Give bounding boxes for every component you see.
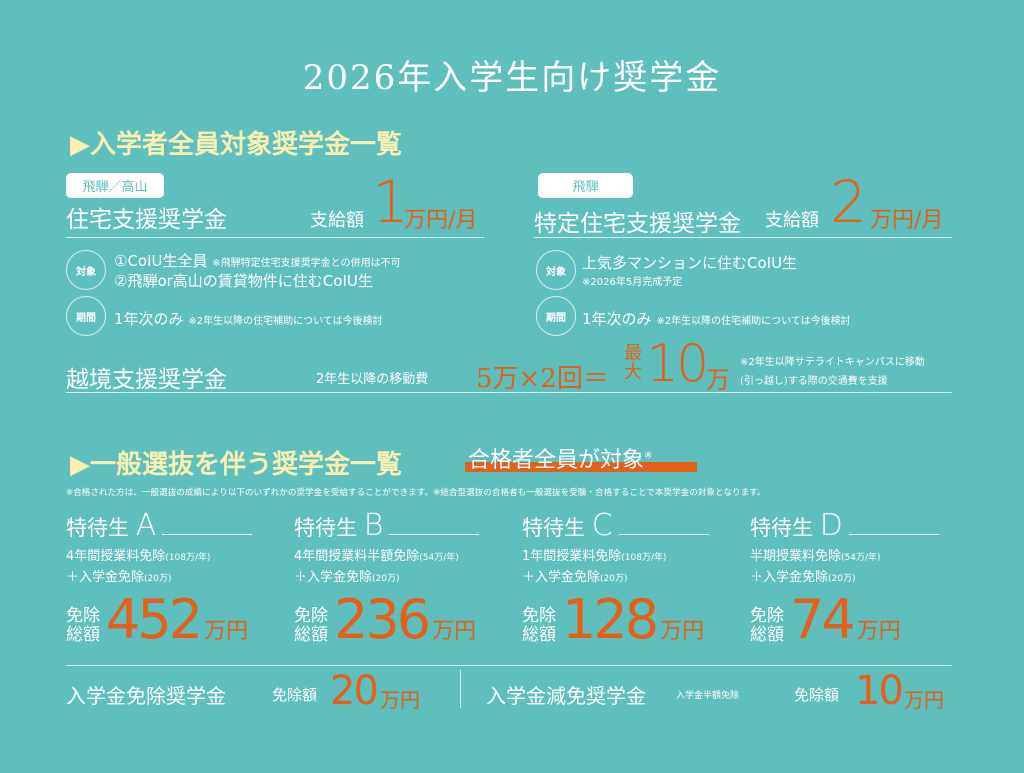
tier-title: 特待生 D <box>750 508 960 543</box>
tier-title: 特待生 B <box>294 508 504 543</box>
divider <box>66 665 952 666</box>
amount-unit: 万円 <box>380 688 420 712</box>
amount-unit: 万円/月 <box>404 208 478 233</box>
target-text: 上気多マンションに住むCoIU生 <box>582 254 798 272</box>
period-badge: 期間 <box>66 296 106 336</box>
tier-desc: 1年間授業料免除(108万/年) ＋入学金免除(20万) <box>522 549 667 585</box>
cross-unit: 万 <box>706 366 730 394</box>
cross-max: 最大 <box>624 343 642 383</box>
total-value: 128 <box>562 588 659 651</box>
total-label: 免除 総額 <box>522 606 556 645</box>
section1-heading: ▶入学者全員対象奨学金一覧 <box>70 130 403 160</box>
amount-label: 免除額 <box>272 686 318 704</box>
cross-note1: ※2年生以降サテライトキャンパスに移動 <box>740 357 925 368</box>
underline <box>162 534 253 535</box>
tier-total: 免除 総額 74 万円 <box>750 588 960 651</box>
highlight-text: 合格者全員が対象※ <box>468 448 653 473</box>
cross-formula: 5万×2回＝ <box>476 364 609 394</box>
tier-a: 特待生 A 4年間授業料免除(108万/年) ＋入学金免除(20万) 免除 総額 45… <box>66 508 276 651</box>
tier-total: 免除 総額 236 万円 <box>294 588 504 651</box>
cross-note2: (引っ越し)する際の交通費を支援 <box>740 376 888 387</box>
tier-total: 免除 総額 128 万円 <box>522 588 732 651</box>
page-title: 2026年入学生向け奨学金 <box>302 58 722 98</box>
scholarship-name: 越境支援奨学金 <box>66 367 227 393</box>
amount-unit: 万円 <box>904 688 944 712</box>
target-badge: 対象 <box>66 250 106 290</box>
amount-label: 免除額 <box>794 686 840 704</box>
amount-label: 支給額 <box>310 210 364 231</box>
total-label: 免除 総額 <box>294 606 328 645</box>
target-line2: ②飛騨or高山の賃貸物件に住むCoIU生 <box>114 272 373 290</box>
scholarship-name: 住宅支援奨学金 <box>66 207 227 233</box>
amount-value: 2 <box>830 168 867 236</box>
triangle-icon: ▶ <box>70 130 90 160</box>
total-unit: 万円 <box>432 619 477 644</box>
total-value: 74 <box>790 588 856 651</box>
divider <box>66 237 484 238</box>
total-unit: 万円 <box>660 619 705 644</box>
amount-value: 20 <box>330 668 379 714</box>
target-note: ※2026年5月完成予定 <box>582 277 683 288</box>
triangle-icon: ▶ <box>70 450 90 480</box>
scholarship-name: 特定住宅支援奨学金 <box>534 211 741 237</box>
tier-c: 特待生 C 1年間授業料免除(108万/年) ＋入学金免除(20万) 免除 総額 12… <box>522 508 732 651</box>
highlight-bar <box>465 462 697 472</box>
divider <box>534 237 952 238</box>
total-label: 免除 総額 <box>66 606 100 645</box>
tier-d: 特待生 D 半期授業料免除(54万/年) ＋入学金免除(20万) 免除 総額 74 万円 <box>750 508 960 651</box>
tier-total: 免除 総額 452 万円 <box>66 588 276 651</box>
tier-desc: 半期授業料免除(54万/年) ＋入学金免除(20万) <box>750 549 881 585</box>
tier-title: 特待生 A <box>66 508 276 543</box>
cross-amount: 10 <box>646 334 709 394</box>
tier-b: 特待生 B 4年間授業料半額免除(54万/年) ＋入学金免除(20万) 免除 総額 2… <box>294 508 504 651</box>
period-text: 1年次のみ ※2年生以降の住宅補助については今後検討 <box>582 310 851 328</box>
amount-unit: 万円/月 <box>870 208 944 233</box>
tier-desc: 4年間授業料免除(108万/年) ＋入学金免除(20万) <box>66 549 211 585</box>
period-text: 1年次のみ ※2年生以降の住宅補助については今後検討 <box>114 310 383 328</box>
target-line1: ①CoIU生全員 ※飛騨特定住宅支援奨学金との併用は不可 <box>114 252 401 270</box>
underline <box>848 534 939 535</box>
amount-value: 10 <box>855 668 904 714</box>
amount-value: 1 <box>372 168 409 236</box>
tier-desc: 4年間授業料半額免除(54万/年) ＋入学金免除(20万) <box>294 549 459 585</box>
amount-label: 支給額 <box>765 210 819 231</box>
scholarship-name: 入学金免除奨学金 <box>66 684 226 708</box>
total-value: 236 <box>334 588 431 651</box>
vertical-divider <box>460 670 461 708</box>
divider <box>66 392 952 393</box>
region-tag: 飛騨 <box>538 173 633 198</box>
tier-title: 特待生 C <box>522 508 732 543</box>
total-unit: 万円 <box>856 619 901 644</box>
cross-desc: 2年生以降の移動費 <box>316 372 429 387</box>
target-badge: 対象 <box>536 250 576 290</box>
reduction-sub: 入学金半額免除 <box>676 691 740 701</box>
scholarship-name: 入学金減免奨学金 <box>486 684 646 708</box>
total-value: 452 <box>106 588 203 651</box>
section2-note: ※合格された方は、一般選抜の成績により以下のいずれかの奨学金を受給することができ… <box>66 488 766 498</box>
section2-heading: ▶一般選抜を伴う奨学金一覧 <box>70 450 403 480</box>
total-unit: 万円 <box>204 619 249 644</box>
region-tag: 飛騨／高山 <box>66 173 164 198</box>
period-badge: 期間 <box>536 296 576 336</box>
underline <box>618 534 709 535</box>
underline <box>389 534 480 535</box>
total-label: 免除 総額 <box>750 606 784 645</box>
